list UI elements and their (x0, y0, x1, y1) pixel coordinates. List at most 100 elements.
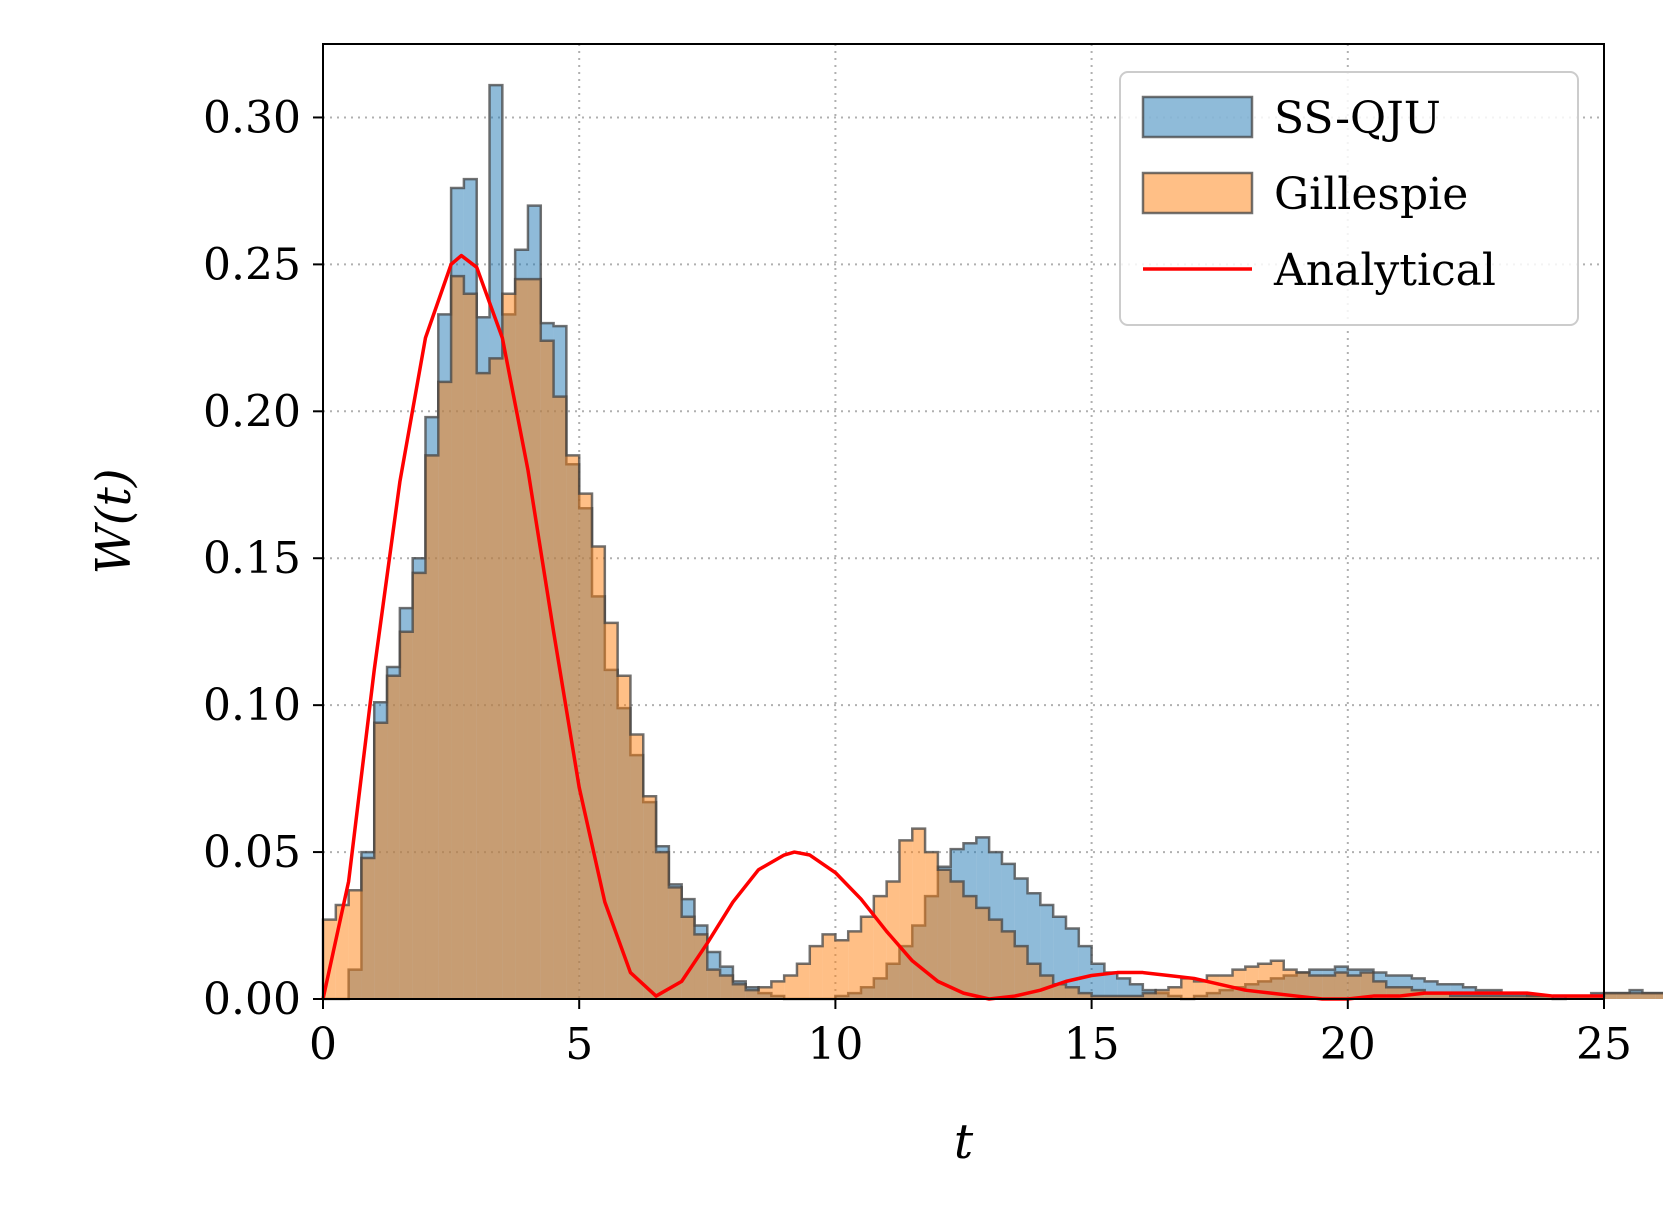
histogram-bar (899, 840, 913, 999)
histogram-bar (758, 987, 772, 999)
histogram-bar (579, 493, 593, 999)
y-tick-label: 0.25 (203, 239, 301, 290)
histogram-bar (732, 984, 746, 999)
x-axis-ticks: 0 5 10 15 20 25 (309, 999, 1632, 1070)
histogram-bar (1258, 963, 1271, 999)
histogram-bar (1001, 931, 1015, 999)
analytical-curve (321, 253, 1604, 1001)
x-tick-label: 0 (309, 1019, 337, 1070)
histogram-bar (387, 675, 400, 999)
histogram-bar (1642, 993, 1656, 999)
histogram-bar (1091, 963, 1105, 999)
histogram-bar (796, 963, 810, 999)
y-tick-label: 0.00 (203, 974, 301, 1025)
histogram-bar (502, 293, 516, 999)
legend-label: SS-QJU (1274, 93, 1441, 144)
histogram-bar (1091, 996, 1105, 999)
histogram-bar (617, 675, 631, 999)
histogram-bar (1655, 993, 1663, 999)
histogram-bar (1283, 969, 1297, 999)
histogram-bar (425, 455, 439, 999)
histogram-bar (822, 934, 836, 999)
histogram-bar (873, 896, 887, 999)
histogram-gillespie (321, 274, 1663, 1001)
histogram-bar (925, 852, 938, 999)
y-tick-label: 0.05 (203, 827, 301, 878)
histogram-bar (1488, 996, 1502, 999)
histogram-bar (1604, 993, 1617, 999)
histogram-bar (361, 857, 375, 999)
histogram-bar (976, 907, 990, 999)
histogram-bar (463, 293, 477, 999)
legend-swatch (1141, 95, 1254, 139)
histogram-bar (1399, 987, 1412, 999)
histogram-bar (1424, 993, 1438, 999)
x-tick-label: 15 (1064, 1019, 1120, 1070)
histogram-bar (1514, 996, 1528, 999)
histogram-bar (681, 916, 695, 999)
y-tick-label: 0.30 (203, 92, 301, 143)
histogram-bar (989, 919, 1002, 999)
histogram-bar (1347, 975, 1361, 999)
histogram-bar (476, 373, 490, 1000)
x-tick-label: 25 (1576, 1019, 1632, 1070)
histogram-bars (321, 83, 1663, 1001)
histogram-bar (720, 975, 733, 999)
histogram-bar (1142, 993, 1156, 999)
histogram-bar (1053, 916, 1066, 999)
histogram-bar (1475, 996, 1489, 999)
histogram-bar (1104, 996, 1118, 999)
histogram-bar (861, 916, 874, 999)
legend: SS-QJU Gillespie Analytical (1119, 71, 1579, 326)
y-tick-label: 0.10 (203, 680, 301, 731)
histogram-bar (1296, 972, 1310, 999)
histogram-bar (1053, 984, 1066, 999)
histogram-bar (1360, 972, 1374, 999)
histogram-bar (1117, 996, 1131, 999)
histogram-bar (1181, 978, 1195, 999)
x-tick-label: 5 (565, 1019, 593, 1070)
histogram-bar (1463, 996, 1476, 999)
y-axis-ticks: 0.00 0.05 0.10 0.15 0.20 0.25 0.30 (203, 92, 323, 1025)
histogram-bar (1322, 975, 1335, 999)
histogram-bar (1386, 987, 1400, 999)
histogram-outline (321, 274, 1663, 1001)
histogram-bar (1527, 996, 1540, 999)
histogram-bar (1232, 969, 1246, 999)
histogram-bar (348, 890, 362, 999)
histogram-bar (335, 904, 349, 999)
histogram-bar (553, 396, 567, 1000)
histogram-bar (1245, 966, 1259, 999)
histogram-bar (784, 975, 797, 999)
histogram-bar (604, 622, 618, 999)
histogram-bar (1168, 987, 1182, 999)
histogram-bar (848, 931, 862, 999)
histogram-bar (809, 946, 823, 999)
histogram-bar (912, 828, 926, 999)
histogram-bar (1309, 975, 1323, 999)
histogram-bar (1155, 990, 1169, 999)
histogram-bar (1334, 972, 1348, 999)
histogram-bar (1065, 987, 1079, 999)
histogram-bar (1437, 993, 1451, 999)
histogram-bar (1130, 996, 1143, 999)
histogram-bar (1117, 978, 1131, 999)
histogram-bar (1104, 972, 1118, 999)
histogram-bar (412, 572, 426, 999)
histogram-bar (771, 981, 785, 999)
histogram-bar (451, 276, 464, 1000)
histogram-bar (438, 381, 452, 999)
histogram-bar (745, 990, 759, 999)
histogram-bar (1206, 975, 1220, 999)
histogram-bar (1270, 960, 1284, 999)
histogram-bar (1078, 946, 1092, 999)
analytical-line (321, 253, 1604, 1001)
histogram-bar (1014, 946, 1028, 999)
histogram-bar (1616, 993, 1630, 999)
histogram-bar (592, 546, 605, 999)
histogram-bar (835, 940, 849, 999)
legend-label: Gillespie (1274, 169, 1468, 220)
histogram-bar (1078, 993, 1092, 999)
histogram-bar (1501, 996, 1515, 999)
